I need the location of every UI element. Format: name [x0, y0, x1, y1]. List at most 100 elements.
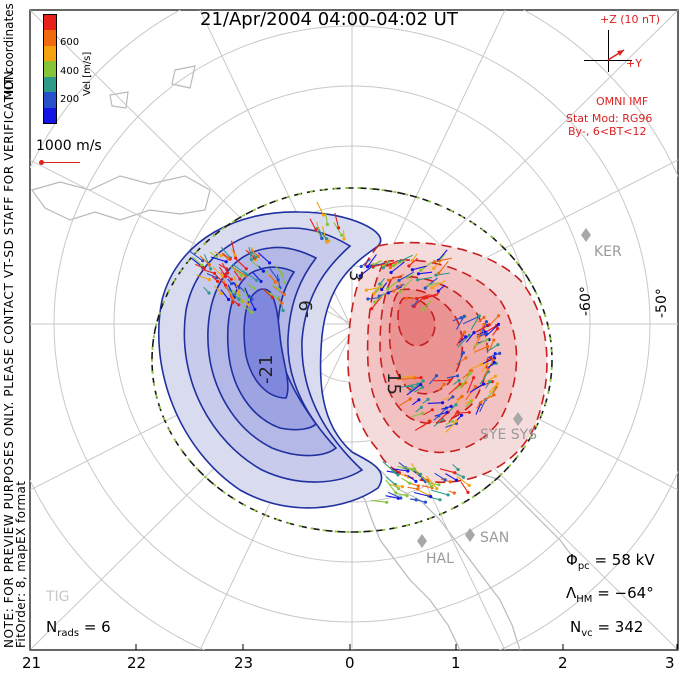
- velocity-vector: [416, 294, 431, 300]
- station-tig-label: TIG: [46, 589, 70, 605]
- velocity-vector: [470, 363, 482, 370]
- velocity-vector: [233, 300, 240, 306]
- velocity-vector: [206, 272, 217, 279]
- velocity-vector: [461, 382, 467, 388]
- velocity-vector: [192, 256, 203, 266]
- reference-vector-dot: [39, 160, 44, 165]
- hm-latitude-stat: ΛHM = −64°: [566, 584, 654, 605]
- velocity-vector: [439, 468, 455, 474]
- velocity-vector: [246, 283, 255, 290]
- velocity-vector: [406, 274, 415, 278]
- velocity-vector: [439, 253, 446, 262]
- velocity-vector: [209, 251, 217, 258]
- velocity-vector: [476, 331, 486, 336]
- velocity-vector: [464, 401, 472, 408]
- mlt-tick-label: 22: [127, 654, 147, 672]
- velocity-vector: [210, 256, 227, 263]
- contour-label-4: 3: [345, 270, 366, 281]
- velocity-vector: [438, 407, 447, 416]
- velocity-vector: [388, 273, 405, 281]
- velocity-vector: [414, 470, 421, 475]
- velocity-vector: [218, 263, 227, 270]
- n-radars-stat: Nrads = 6: [46, 618, 111, 639]
- velocity-vector: [203, 254, 212, 270]
- velocity-vector: [433, 415, 440, 421]
- colorbar-segment: [44, 30, 56, 46]
- velocity-vector: [425, 475, 438, 489]
- velocity-vector: [316, 201, 324, 216]
- velocity-colorbar: [43, 14, 57, 124]
- station-hal-marker: [417, 534, 427, 548]
- velocity-vector: [418, 271, 433, 275]
- latitude-label-50: -50°: [654, 288, 670, 318]
- velocity-vector: [460, 331, 466, 338]
- velocity-vector: [230, 248, 236, 256]
- latitude-label-60: -60°: [578, 286, 594, 316]
- velocity-vector: [252, 271, 262, 282]
- velocity-vector: [240, 298, 250, 306]
- velocity-vector: [454, 411, 470, 414]
- velocity-vector: [422, 300, 432, 310]
- mlt-tick-label: 1: [451, 654, 461, 672]
- velocity-vector: [455, 357, 467, 366]
- velocity-vector: [276, 297, 283, 304]
- colorbar-title: Vel [m/s]: [82, 51, 93, 96]
- heppner-maynard-boundary: [151, 187, 553, 533]
- velocity-vector: [399, 278, 413, 292]
- velocity-vector: [452, 317, 462, 322]
- velocity-vector: [372, 260, 383, 266]
- mlt-tick-label: 21: [22, 654, 42, 672]
- velocity-vectors: [188, 201, 502, 504]
- velocity-vector: [418, 489, 430, 496]
- velocity-vector: [397, 377, 416, 381]
- reference-vector-line: [42, 162, 80, 163]
- velocity-vector: [385, 479, 397, 494]
- velocity-vector: [413, 295, 426, 307]
- velocity-vector: [458, 336, 467, 344]
- velocity-vector: [391, 470, 399, 476]
- velocity-vector: [452, 464, 459, 470]
- velocity-vector: [489, 315, 500, 326]
- n-vectors-stat: Nvc = 342: [570, 618, 643, 639]
- velocity-vector: [433, 418, 444, 427]
- velocity-vector: [227, 284, 235, 298]
- velocity-vector: [433, 259, 443, 269]
- velocity-vector: [476, 324, 485, 340]
- velocity-vector: [479, 399, 487, 412]
- velocity-vector: [367, 297, 379, 300]
- velocity-vector: [372, 263, 387, 268]
- velocity-vector: [446, 375, 458, 379]
- velocity-vector: [382, 259, 390, 267]
- velocity-vector: [222, 254, 229, 260]
- velocity-vector: [250, 248, 259, 257]
- velocity-vector: [473, 345, 489, 353]
- velocity-vector: [309, 218, 317, 231]
- velocity-vector: [398, 271, 415, 281]
- velocity-vector: [455, 316, 465, 330]
- velocity-vector: [381, 282, 388, 290]
- velocity-vector: [203, 286, 210, 294]
- colorbar-segment: [44, 76, 56, 93]
- velocity-vector: [490, 386, 497, 398]
- velocity-vector: [438, 260, 449, 274]
- velocity-vector: [213, 272, 226, 286]
- velocity-vector: [456, 414, 463, 421]
- velocity-vector: [434, 472, 446, 481]
- velocity-vector: [465, 332, 475, 343]
- velocity-vector: [409, 498, 417, 501]
- velocity-vector: [421, 476, 432, 487]
- velocity-vector: [226, 287, 240, 300]
- velocity-vector: [453, 380, 460, 385]
- velocity-vector: [249, 298, 256, 310]
- station-san-marker: [465, 528, 475, 542]
- velocity-vector: [212, 266, 223, 277]
- velocity-vector: [445, 420, 453, 425]
- velocity-vector: [325, 212, 328, 225]
- velocity-vector: [412, 265, 427, 271]
- velocity-vector: [382, 461, 396, 473]
- velocity-vector: [371, 499, 387, 503]
- lambda-symbol: Λ: [566, 584, 577, 602]
- velocity-vector: [459, 373, 471, 389]
- velocity-vector: [262, 288, 273, 298]
- velocity-vector: [242, 270, 258, 281]
